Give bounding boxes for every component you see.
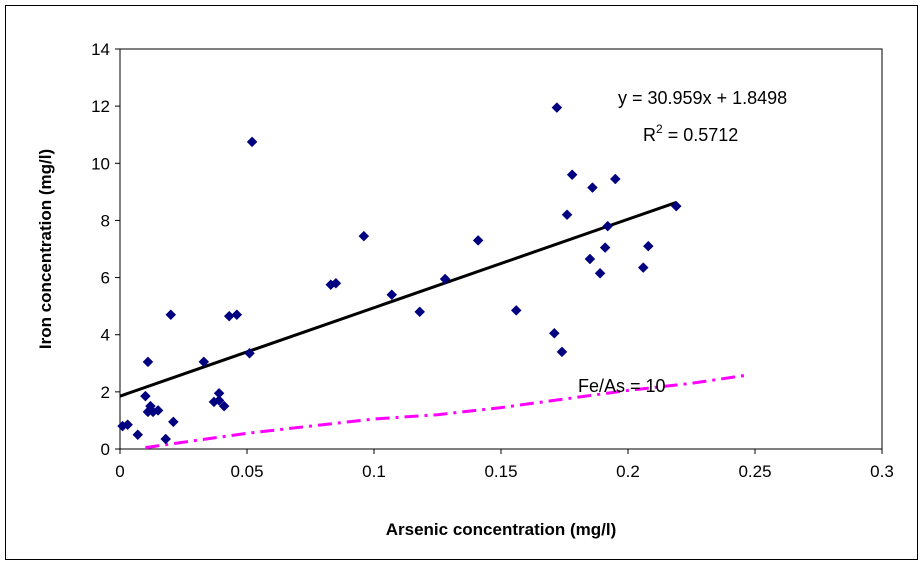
y-tick-label: 10 — [91, 154, 110, 173]
chart-frame — [5, 5, 918, 560]
data-point — [140, 390, 151, 402]
y-tick-label: 2 — [101, 383, 110, 402]
data-point — [642, 240, 654, 252]
data-point — [637, 262, 649, 273]
data-point — [439, 273, 451, 285]
x-tick-label: 0.3 — [870, 462, 894, 481]
data-point — [152, 405, 164, 416]
annotations: y = 30.959x + 1.8498 R2 = 0.5712 Fe/As =… — [36, 88, 787, 539]
data-point — [609, 173, 621, 185]
data-point — [561, 209, 573, 221]
data-point — [142, 356, 154, 368]
reference-line-label: Fe/As = 10 — [578, 376, 666, 396]
x-tick-label: 0.05 — [230, 462, 263, 481]
trendline-equation: y = 30.959x + 1.8498 — [618, 88, 787, 108]
x-tick-label: 0.15 — [484, 462, 517, 481]
data-point — [602, 220, 614, 232]
data-point — [132, 429, 144, 441]
data-point — [548, 327, 560, 339]
data-point — [472, 235, 484, 246]
data-point — [670, 200, 682, 212]
data-point — [414, 306, 426, 318]
x-tick-label: 0.25 — [738, 462, 771, 481]
data-point — [599, 242, 611, 253]
axes: 0 2 4 6 8 10 12 14 0 0.05 0.1 0.15 0.2 0.25 0.3 — [91, 40, 894, 481]
x-axis-title: Arsenic concentration (mg/l) — [386, 520, 616, 539]
data-point — [244, 347, 255, 359]
data-point — [160, 433, 172, 445]
data-point — [198, 356, 210, 368]
y-tick-label: 12 — [91, 97, 110, 116]
data-point — [510, 305, 522, 316]
data-point — [246, 136, 258, 148]
data-point — [566, 169, 578, 181]
data-point — [358, 230, 370, 242]
data-point — [122, 419, 133, 431]
data-point — [218, 400, 230, 412]
y-tick-label: 8 — [101, 211, 110, 230]
data-point — [223, 310, 235, 322]
data-point — [386, 289, 398, 301]
plot-border — [119, 48, 883, 450]
trendline — [119, 201, 677, 398]
reference-line — [145, 373, 751, 450]
x-tick-label: 0.2 — [616, 462, 640, 481]
data-points — [117, 102, 682, 445]
y-axis-title: Iron concentration (mg/l) — [36, 149, 55, 349]
y-tick-label: 6 — [101, 269, 110, 288]
r-squared-label: R2 = 0.5712 — [643, 122, 738, 145]
data-point — [213, 395, 225, 406]
x-tick-label: 0 — [115, 462, 124, 481]
trendline-path — [119, 201, 677, 398]
data-point — [594, 267, 606, 279]
data-point — [165, 309, 177, 321]
plot-area — [119, 48, 883, 450]
data-point — [551, 102, 563, 113]
data-point — [587, 182, 598, 193]
reference-line-path — [145, 373, 751, 450]
y-tick-label: 14 — [91, 40, 110, 59]
data-point — [584, 253, 596, 265]
data-point — [167, 416, 179, 428]
data-point — [231, 309, 243, 321]
y-tick-label: 4 — [101, 326, 110, 345]
x-tick-label: 0.1 — [362, 462, 386, 481]
data-point — [330, 277, 342, 289]
y-tick-label: 0 — [101, 440, 110, 459]
data-point — [556, 346, 568, 358]
